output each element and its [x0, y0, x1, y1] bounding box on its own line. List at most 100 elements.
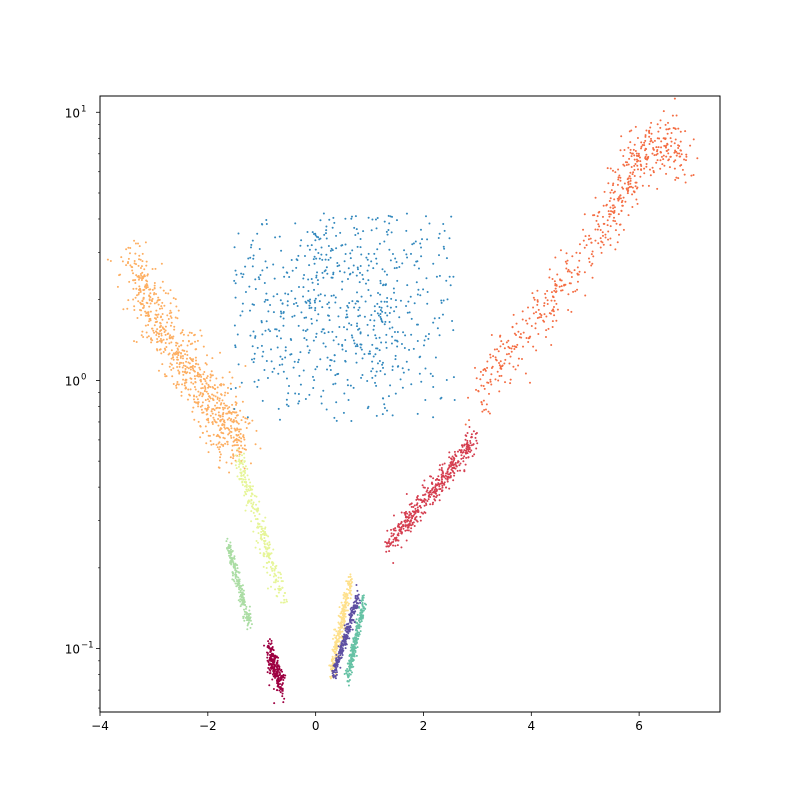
- data-point: [440, 469, 443, 472]
- data-point: [313, 255, 316, 258]
- data-point: [266, 651, 268, 654]
- data-point: [536, 303, 539, 306]
- data-point: [211, 420, 214, 423]
- data-point: [422, 512, 425, 515]
- data-point: [259, 533, 262, 536]
- data-point: [334, 296, 337, 299]
- data-point: [195, 359, 198, 362]
- data-point: [283, 275, 286, 278]
- data-point: [501, 364, 504, 367]
- data-point: [683, 173, 686, 176]
- data-point: [224, 427, 227, 430]
- data-point: [318, 257, 321, 260]
- data-point: [391, 369, 394, 372]
- data-point: [211, 423, 214, 425]
- data-point: [202, 373, 205, 376]
- data-point: [388, 538, 391, 541]
- data-point: [268, 546, 271, 549]
- data-point: [271, 673, 274, 676]
- data-point: [335, 643, 338, 646]
- y-tick-label-exponent: 1: [81, 104, 86, 114]
- data-point: [387, 540, 390, 543]
- data-point: [276, 681, 279, 684]
- data-point: [441, 471, 444, 474]
- data-point: [448, 451, 451, 454]
- data-point: [618, 223, 621, 226]
- data-point: [360, 348, 363, 351]
- data-point: [359, 625, 362, 628]
- data-point: [230, 559, 233, 562]
- data-point: [468, 444, 471, 447]
- data-point: [259, 274, 262, 277]
- data-point: [346, 662, 349, 665]
- data-point: [244, 490, 247, 493]
- data-point: [293, 360, 296, 363]
- data-point: [159, 286, 162, 289]
- data-point: [263, 644, 266, 647]
- data-point: [546, 303, 549, 306]
- data-point: [233, 427, 236, 430]
- data-point: [402, 331, 405, 334]
- data-point: [649, 140, 652, 143]
- data-point: [353, 610, 356, 613]
- data-point: [219, 456, 222, 459]
- data-point: [622, 228, 625, 231]
- data-point: [362, 596, 365, 599]
- data-point: [164, 329, 167, 332]
- data-point: [392, 538, 395, 541]
- data-point: [408, 348, 411, 351]
- data-point: [394, 354, 397, 357]
- data-point: [256, 541, 259, 544]
- data-point: [240, 419, 243, 422]
- data-point: [449, 457, 452, 460]
- data-point: [384, 540, 387, 543]
- data-point: [158, 298, 161, 301]
- data-point: [239, 450, 242, 453]
- data-point: [157, 299, 160, 301]
- data-point: [606, 219, 609, 222]
- data-point: [187, 367, 190, 370]
- data-point: [187, 340, 190, 343]
- data-point: [412, 242, 415, 245]
- data-point: [644, 139, 647, 142]
- data-point: [225, 412, 228, 415]
- data-point: [396, 365, 399, 368]
- data-point: [360, 253, 363, 256]
- data-point: [479, 378, 482, 381]
- data-point: [401, 367, 404, 370]
- data-point: [282, 324, 285, 327]
- data-point: [629, 171, 632, 174]
- data-point: [313, 288, 316, 291]
- data-point: [597, 223, 600, 226]
- data-point: [648, 168, 651, 171]
- data-point: [522, 345, 525, 348]
- data-point: [337, 633, 340, 636]
- data-point: [141, 252, 144, 255]
- data-point: [393, 310, 396, 313]
- data-point: [383, 406, 386, 409]
- data-point: [463, 449, 466, 452]
- data-point: [259, 552, 262, 555]
- data-point: [138, 308, 141, 311]
- data-point: [176, 356, 179, 359]
- data-point: [356, 613, 359, 616]
- data-point: [442, 222, 445, 225]
- data-point: [339, 632, 342, 635]
- data-point: [398, 529, 401, 532]
- data-point: [349, 625, 352, 628]
- data-point: [228, 432, 231, 435]
- data-point: [375, 337, 378, 340]
- data-point: [228, 551, 231, 554]
- data-point: [255, 509, 258, 512]
- data-point: [623, 148, 626, 151]
- data-point: [360, 613, 363, 616]
- data-point: [277, 571, 280, 574]
- data-point: [540, 314, 543, 317]
- data-point: [636, 186, 639, 189]
- data-point: [245, 493, 248, 496]
- data-point: [489, 380, 492, 383]
- data-point: [168, 342, 171, 345]
- data-point: [390, 535, 393, 538]
- data-point: [361, 601, 364, 604]
- y-tick-label: 10: [65, 374, 80, 388]
